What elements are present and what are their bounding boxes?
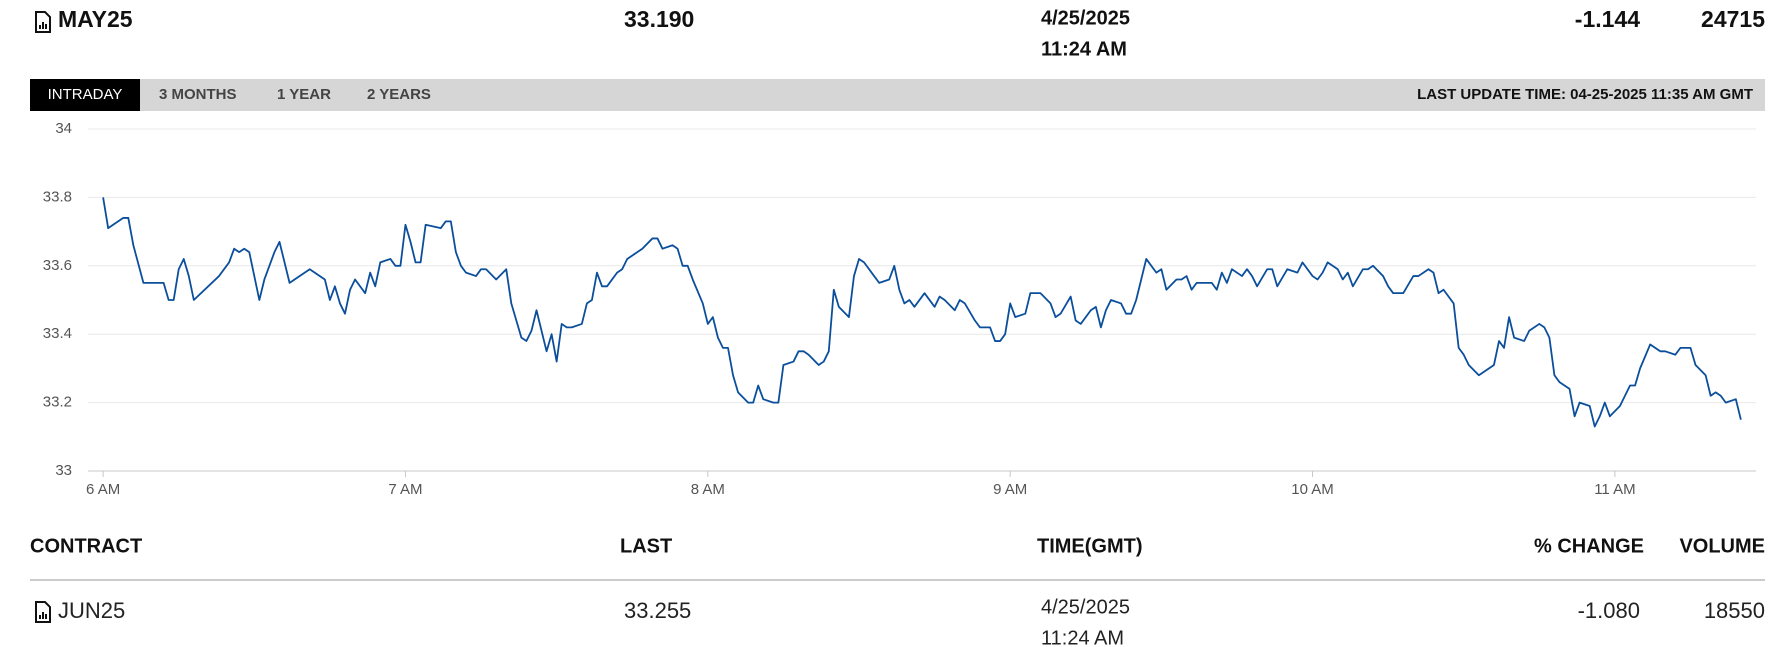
x-tick-label: 9 AM (993, 481, 1027, 498)
y-tick-label: 34 (55, 120, 72, 137)
header-volume: 24715 (1701, 6, 1765, 32)
column-header: VOLUME (1679, 535, 1765, 557)
row-change: -1.080 (1578, 598, 1640, 623)
row-date: 4/25/2025 (1041, 596, 1130, 618)
tab[interactable]: 1 YEAR (277, 86, 331, 103)
x-tick-label: 6 AM (86, 481, 120, 498)
y-tick-label: 33.2 (43, 394, 72, 411)
tab[interactable]: 2 YEARS (367, 86, 431, 103)
row-last: 33.255 (624, 598, 691, 623)
y-tick-label: 33.4 (43, 325, 72, 342)
header-change: -1.144 (1575, 6, 1640, 32)
column-header: % CHANGE (1534, 535, 1644, 557)
tab[interactable]: 3 MONTHS (159, 86, 237, 103)
x-tick-label: 7 AM (388, 481, 422, 498)
y-tick-label: 33 (55, 462, 72, 479)
contract-icon (35, 11, 51, 33)
header-last: 33.190 (624, 6, 694, 32)
column-header: LAST (620, 535, 672, 557)
tab-bar (30, 79, 1765, 111)
contract-icon (35, 601, 51, 623)
tab-active (30, 79, 140, 111)
column-header: CONTRACT (30, 535, 142, 557)
y-tick-label: 33.6 (43, 257, 72, 274)
x-tick-label: 11 AM (1594, 481, 1635, 498)
header-date: 4/25/2025 (1041, 7, 1130, 29)
row-contract[interactable]: JUN25 (58, 598, 125, 623)
last-update: LAST UPDATE TIME: 04-25-2025 11:35 AM GM… (1417, 86, 1753, 103)
price-line (102, 197, 1742, 428)
row-time: 11:24 AM (1041, 627, 1124, 647)
row-volume: 18550 (1704, 598, 1765, 623)
tab[interactable]: INTRADAY (48, 86, 123, 103)
y-tick-label: 33.8 (43, 188, 72, 205)
chart: 33 33.2 33.4 33.6 33.8 34 6 AM 7 AM 8 AM 9 AM 10 A… (43, 120, 1756, 498)
column-header: TIME(GMT) (1037, 535, 1143, 557)
header-contract[interactable]: MAY25 (58, 6, 133, 32)
x-tick-label: 10 AM (1291, 481, 1334, 498)
x-tick-label: 8 AM (691, 481, 725, 498)
header-time: 11:24 AM (1041, 38, 1127, 60)
